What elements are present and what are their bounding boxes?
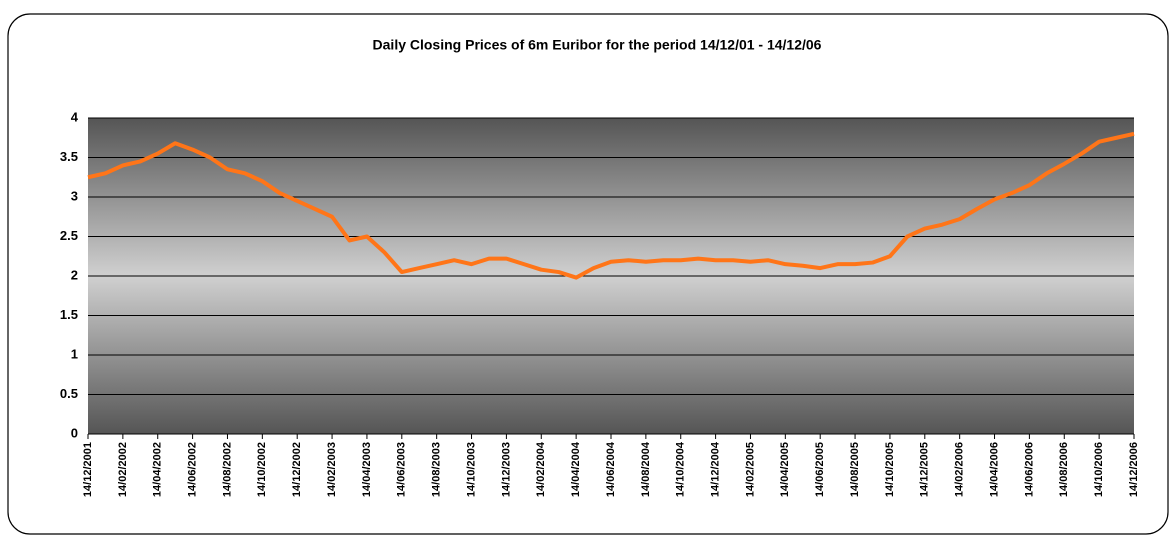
x-tick-label: 14/10/2004 [675,441,687,497]
y-tick-label: 4 [71,109,79,124]
line-series [87,131,1135,280]
x-tick-label: 14/08/2002 [221,442,233,497]
x-tick-label: 14/06/2002 [187,442,199,497]
x-tick-label: 14/10/2006 [1093,442,1105,497]
x-tick-label: 14/12/2001 [82,442,94,497]
x-tick-label: 14/12/2006 [1128,442,1140,497]
x-tick-label: 14/08/2005 [849,442,861,497]
x-tick-label: 14/08/2006 [1058,442,1070,497]
x-tick-label: 14/04/2004 [570,441,582,497]
x-tick-label: 14/12/2002 [291,442,303,497]
x-tick-label: 14/04/2003 [361,442,373,497]
x-tick-label: 14/12/2005 [919,442,931,497]
x-tick-label: 14/10/2003 [465,442,477,497]
x-tick-label: 14/02/2003 [326,442,338,497]
y-tick-label: 3 [71,188,78,203]
x-tick-label: 14/10/2002 [256,442,268,497]
x-tick-label: 14/08/2003 [431,442,443,497]
x-tick-label: 14/08/2004 [640,441,652,497]
y-tick-label: 0.5 [60,386,78,401]
x-tick-label: 14/02/2004 [535,441,547,497]
y-tick-label: 2 [71,267,78,282]
x-tick-label: 14/04/2005 [779,442,791,497]
x-tick-label: 14/04/2006 [988,442,1000,497]
x-tick-label: 14/02/2002 [117,442,129,497]
chart-title: Daily Closing Prices of 6m Euribor for t… [373,37,822,53]
y-tick-label: 0 [71,425,78,440]
x-tick-label: 14/12/2004 [710,441,722,497]
y-tick-label: 1 [71,346,78,361]
x-tick-label: 14/04/2002 [152,442,164,497]
x-tick-label: 14/02/2005 [744,442,756,497]
x-tick-label: 14/06/2003 [396,442,408,497]
y-tick-label: 3.5 [60,149,78,164]
x-tick-label: 14/06/2004 [605,441,617,497]
x-tick-label: 14/10/2005 [884,442,896,497]
x-tick-label: 14/06/2005 [814,442,826,497]
y-tick-label: 1.5 [60,307,78,322]
x-tick-label: 14/02/2006 [954,442,966,497]
x-tick-label: 14/12/2003 [500,442,512,497]
y-tick-label: 2.5 [60,228,78,243]
x-tick-label: 14/06/2006 [1023,442,1035,497]
